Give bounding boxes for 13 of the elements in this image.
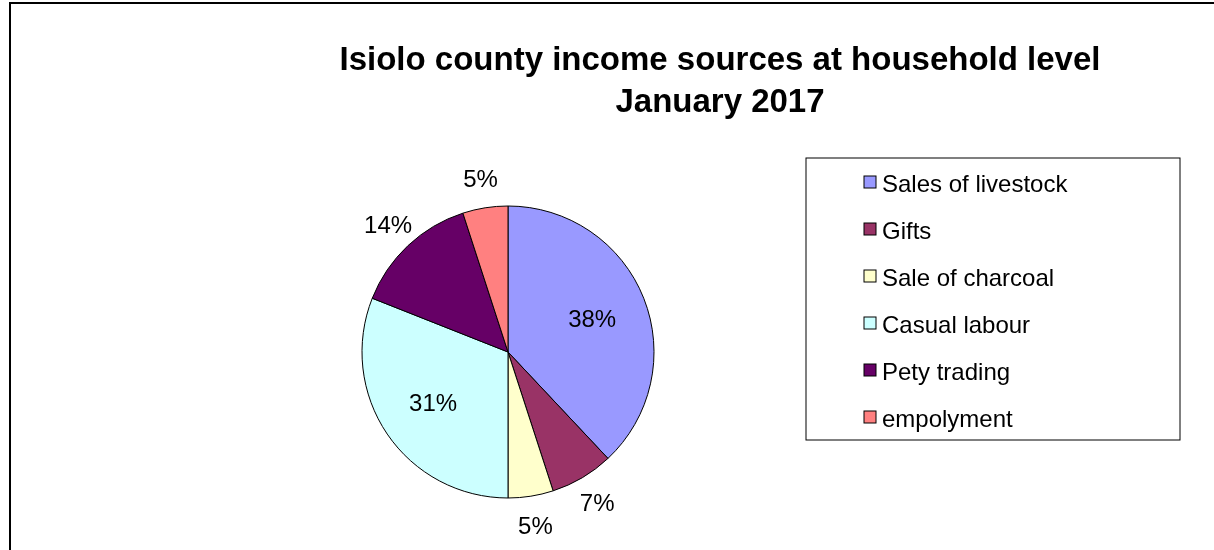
legend-label: Casual labour	[882, 310, 1031, 338]
chart-title: Isiolo county income sources at household level January 2017	[339, 40, 1101, 119]
legend-label: Gifts	[882, 216, 932, 244]
legend-label: empolyment	[882, 404, 1014, 432]
legend-label: Sales of livestock	[882, 169, 1069, 197]
data-label: 7%	[579, 489, 615, 517]
legend-label: Sale of charcoal	[882, 263, 1055, 291]
data-label: 5%	[518, 511, 553, 539]
legend-label: Pety trading	[882, 357, 1011, 385]
data-label: 14%	[364, 210, 413, 238]
data-label: 31%	[409, 389, 458, 417]
data-label: 38%	[568, 305, 617, 333]
data-label: 5%	[463, 165, 498, 193]
